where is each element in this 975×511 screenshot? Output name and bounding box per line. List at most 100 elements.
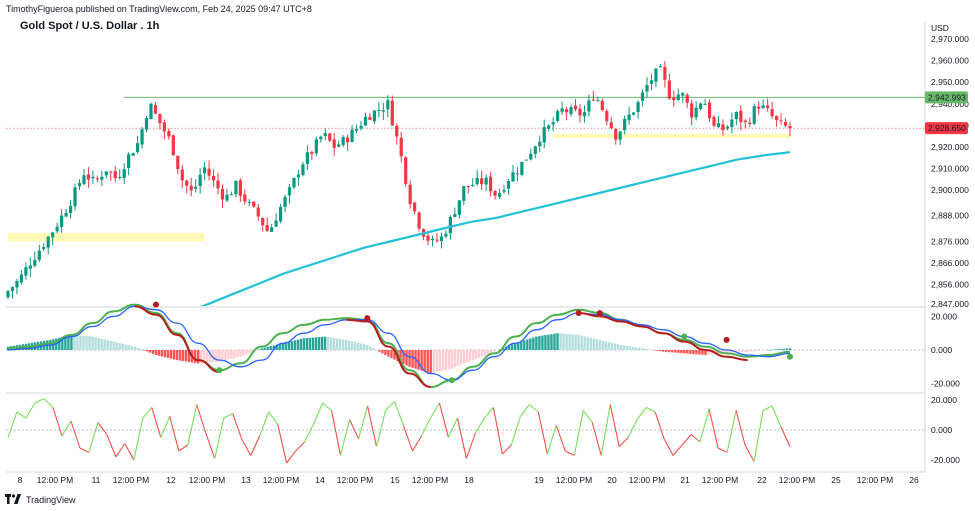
osc-histogram-bar xyxy=(541,335,544,350)
candle xyxy=(511,172,515,182)
candle xyxy=(538,141,542,147)
momentum-segment xyxy=(717,447,728,453)
osc-histogram-bar xyxy=(118,343,121,350)
osc-red-segment xyxy=(726,355,748,362)
candle xyxy=(323,133,327,136)
osc-histogram-bar xyxy=(562,333,565,350)
candle xyxy=(6,291,10,298)
time-tick-label: 12:00 PM xyxy=(702,475,738,485)
candle xyxy=(725,126,730,129)
osc-histogram-bar xyxy=(577,334,580,350)
momentum-segment xyxy=(7,411,18,438)
osc-histogram-bar xyxy=(625,345,629,350)
candle xyxy=(346,137,350,143)
osc-histogram-bar xyxy=(686,350,689,354)
momentum-segment xyxy=(492,407,503,455)
candle xyxy=(274,220,278,227)
osc-red-segment xyxy=(367,320,389,348)
osc-histogram-bar xyxy=(175,350,179,361)
osc-histogram-bar xyxy=(767,350,771,351)
momentum-segment xyxy=(393,401,405,426)
osc-tick-label: 0.000 xyxy=(931,345,953,355)
momentum-segment xyxy=(465,432,476,459)
osc-histogram-bar xyxy=(480,350,484,357)
osc-histogram-bar xyxy=(495,350,499,351)
momentum-segment xyxy=(510,416,521,446)
candle xyxy=(229,194,234,196)
osc-histogram-bar xyxy=(91,336,94,350)
candle xyxy=(413,202,417,212)
time-tick-label: 26 xyxy=(909,475,919,485)
osc-histogram-bar xyxy=(559,333,562,350)
candle xyxy=(265,225,269,231)
candle xyxy=(645,84,649,92)
osc-histogram-bar xyxy=(314,337,318,350)
tradingview-logo-icon xyxy=(5,494,21,506)
time-tick-label: 12:00 PM xyxy=(629,475,665,485)
osc-signal-dot xyxy=(723,336,730,343)
price-tick-label: 2,970.000 xyxy=(931,34,969,44)
candle xyxy=(42,247,46,250)
osc-red-segment xyxy=(409,372,431,388)
candle xyxy=(220,188,225,200)
candle xyxy=(270,227,274,232)
osc-histogram-bar xyxy=(671,350,674,353)
momentum-segment xyxy=(178,444,189,452)
osc-histogram-bar xyxy=(193,350,197,363)
momentum-segment xyxy=(358,405,369,440)
candle xyxy=(207,168,211,176)
candle xyxy=(149,103,153,120)
momentum-segment xyxy=(277,423,288,464)
momentum-segment xyxy=(438,402,449,438)
candle xyxy=(314,139,318,154)
osc-histogram-bar xyxy=(758,350,762,351)
osc-histogram-bar xyxy=(109,340,112,350)
candle xyxy=(435,239,439,241)
osc-histogram-bar xyxy=(203,350,206,363)
osc-histogram-bar xyxy=(770,349,774,351)
candle xyxy=(471,185,475,187)
time-tick-label: 11 xyxy=(92,475,101,485)
osc-histogram-bar xyxy=(197,350,200,364)
momentum-segment xyxy=(582,410,593,423)
osc-signal-dot xyxy=(787,353,793,360)
candle xyxy=(462,186,466,201)
candle xyxy=(203,167,207,174)
candle xyxy=(529,153,533,160)
osc-histogram-bar xyxy=(592,338,595,350)
osc-histogram-bar xyxy=(347,340,351,350)
momentum-segment xyxy=(115,443,126,458)
momentum-segment xyxy=(699,408,710,443)
candle xyxy=(51,232,55,238)
candle xyxy=(95,178,99,180)
osc-histogram-bar xyxy=(508,345,511,350)
osc-histogram-bar xyxy=(661,350,665,352)
osc-histogram-bar xyxy=(284,342,287,350)
momentum-segment xyxy=(375,410,387,447)
momentum-tick-label: 20.000 xyxy=(931,395,957,405)
candle xyxy=(448,216,452,234)
osc-histogram-bar xyxy=(489,350,493,353)
osc-histogram-bar xyxy=(737,350,740,353)
osc-histogram-bar xyxy=(100,338,103,350)
osc-histogram-bar xyxy=(399,350,402,363)
osc-histogram-bar xyxy=(136,347,140,350)
time-tick-label: 14 xyxy=(315,475,325,485)
osc-histogram-bar xyxy=(151,350,155,354)
momentum-segment xyxy=(762,405,773,411)
momentum-segment xyxy=(322,402,332,411)
osc-histogram-bar xyxy=(523,340,526,350)
osc-histogram-bar xyxy=(224,350,227,361)
price-label-badge xyxy=(925,122,968,135)
osc-histogram-bar xyxy=(408,350,411,367)
candle xyxy=(341,137,345,145)
tradingview-brand[interactable]: TradingView xyxy=(5,494,76,506)
candle xyxy=(33,259,37,266)
osc-red-segment xyxy=(663,332,685,343)
candle xyxy=(395,125,399,137)
osc-red-segment xyxy=(155,313,178,336)
osc-histogram-bar xyxy=(722,350,725,354)
candle xyxy=(761,105,765,108)
osc-histogram-bar xyxy=(689,350,692,354)
